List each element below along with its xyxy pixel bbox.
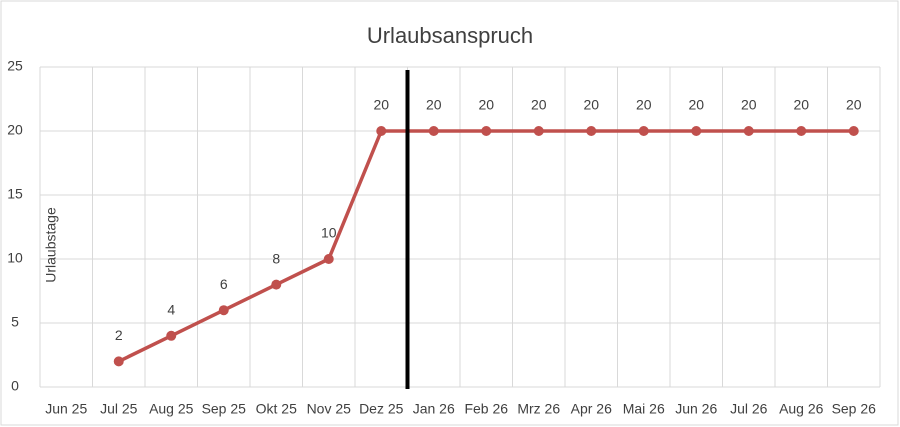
y-tick-label: 5 <box>11 314 19 330</box>
x-tick-label: Jul 25 <box>100 401 138 417</box>
data-point <box>218 305 229 316</box>
data-point <box>638 126 649 136</box>
x-tick-label: Mrz 26 <box>517 401 560 417</box>
data-point <box>743 126 754 136</box>
y-tick-label: 0 <box>11 378 19 394</box>
x-tick-label: Sep 25 <box>202 401 247 417</box>
data-point <box>428 126 439 136</box>
data-label: 20 <box>636 97 652 113</box>
data-label: 2 <box>115 327 123 343</box>
data-label: 20 <box>688 97 704 113</box>
x-tick-label: Mai 26 <box>623 401 665 417</box>
y-tick-label: 20 <box>7 122 23 138</box>
x-tick-label: Aug 25 <box>149 401 194 417</box>
x-tick-label: Aug 26 <box>779 401 824 417</box>
x-tick-label: Dez 25 <box>359 401 404 417</box>
data-label: 20 <box>741 97 757 113</box>
data-point <box>166 330 177 341</box>
x-tick-label: Feb 26 <box>464 401 508 417</box>
data-label: 20 <box>426 97 442 113</box>
data-point <box>848 126 859 136</box>
x-tick-label: Jul 26 <box>730 401 768 417</box>
data-label: 8 <box>272 250 280 266</box>
y-tick-label: 10 <box>7 250 23 266</box>
chart-title: Urlaubsanspruch <box>367 23 533 48</box>
data-label: 20 <box>531 97 547 113</box>
data-label: 20 <box>478 97 494 113</box>
x-tick-label: Okt 25 <box>256 401 297 417</box>
x-tick-label: Jun 25 <box>45 401 87 417</box>
x-tick-label: Apr 26 <box>571 401 612 417</box>
x-tick-label: Nov 25 <box>307 401 352 417</box>
data-point <box>533 126 544 136</box>
data-label: 20 <box>846 97 862 113</box>
y-tick-label: 15 <box>7 186 23 202</box>
data-label: 20 <box>373 97 389 113</box>
data-point <box>113 356 124 367</box>
data-point <box>323 254 334 264</box>
data-label: 20 <box>793 97 809 113</box>
data-label: 20 <box>583 97 599 113</box>
x-tick-label: Jan 26 <box>413 401 455 417</box>
y-tick-label: 25 <box>7 58 23 74</box>
data-point <box>376 126 387 136</box>
data-point <box>481 126 492 136</box>
data-point <box>586 126 597 136</box>
data-label: 10 <box>321 225 337 241</box>
data-label: 4 <box>167 302 175 318</box>
plot-area: 0 5 10 15 20 25 Jun 25 Jul 25 Aug 25 Sep 25 Okt 25… <box>7 58 881 417</box>
data-point <box>271 279 282 290</box>
x-tick-label: Jun 26 <box>675 401 717 417</box>
data-point <box>691 126 702 136</box>
x-tick-label: Sep 26 <box>832 401 877 417</box>
data-point <box>796 126 807 136</box>
y-axis-label: Urlaubstage <box>43 207 59 283</box>
data-label: 6 <box>220 276 228 292</box>
